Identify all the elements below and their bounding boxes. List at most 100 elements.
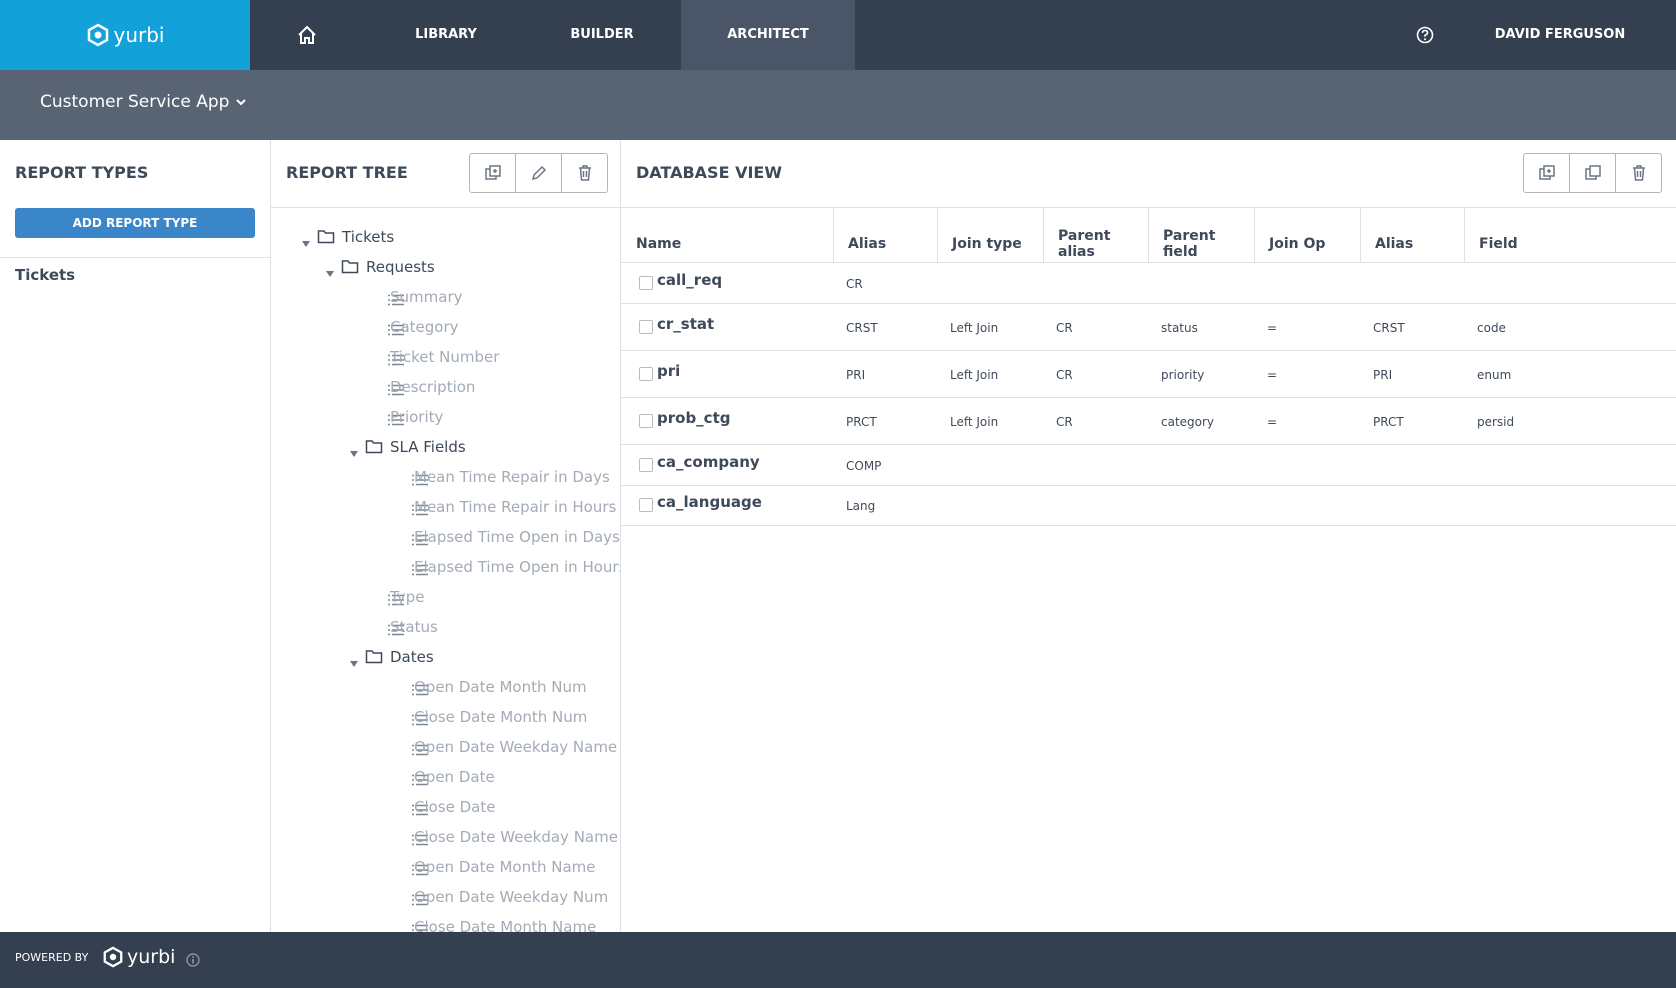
tree-field[interactable]: Open Date Month Num xyxy=(414,678,587,696)
logo[interactable]: yurbi xyxy=(0,0,250,70)
tree-folder[interactable]: SLA Fields xyxy=(390,438,466,456)
tree-field[interactable]: Close Date Month Num xyxy=(414,708,588,726)
table-name[interactable]: prob_ctg xyxy=(657,408,731,427)
tree-field[interactable]: Open Date Month Name xyxy=(414,858,596,876)
expand-caret[interactable] xyxy=(301,233,311,252)
top-nav: yurbi LIBRARY BUILDER ARCHITECT DAVID FE… xyxy=(0,0,1676,70)
field-icon xyxy=(388,591,404,610)
nav-item[interactable]: BUILDER xyxy=(570,27,634,42)
delete-button[interactable] xyxy=(562,154,607,192)
row-checkbox[interactable] xyxy=(639,275,653,290)
column-header[interactable]: Join type xyxy=(952,226,1042,262)
table-cell: PRCT xyxy=(846,414,877,429)
nav-item-active[interactable]: ARCHITECT xyxy=(681,0,855,70)
row-divider xyxy=(620,350,1676,351)
column-header[interactable]: Field xyxy=(1479,226,1569,262)
divider xyxy=(270,140,271,932)
db-table: Name Alias Join type Parent alias Parent fie… xyxy=(620,208,1676,608)
row-divider xyxy=(620,397,1676,398)
row-divider xyxy=(620,485,1676,486)
tree-field[interactable]: Mean Time Repair in Hours xyxy=(414,498,617,516)
tree-field[interactable]: Elapsed Time Open in Days xyxy=(414,528,620,546)
add-button[interactable]: ADD REPORT TYPE xyxy=(15,208,255,238)
tree-field[interactable]: Priority xyxy=(390,408,444,426)
row-checkbox[interactable] xyxy=(639,413,653,428)
tree-field[interactable]: Description xyxy=(390,378,476,396)
tree-field[interactable]: Mean Time Repair in Days xyxy=(414,468,610,486)
info-icon[interactable] xyxy=(186,952,200,971)
edit-button[interactable] xyxy=(516,154,562,192)
logo-icon xyxy=(87,23,108,47)
table-name[interactable]: pri xyxy=(657,361,681,380)
tree-field[interactable]: Summary xyxy=(390,288,463,306)
folder-icon xyxy=(317,229,335,248)
report-type-list: Tickets xyxy=(15,266,75,284)
column-label: Field xyxy=(1479,236,1518,252)
tree-field[interactable]: Close Date Month Name xyxy=(414,918,597,932)
row-checkbox[interactable] xyxy=(639,498,653,512)
row-divider xyxy=(620,262,1676,263)
tree-folder[interactable]: Dates xyxy=(390,648,434,666)
field-icon xyxy=(412,921,428,932)
duplicate-button[interactable] xyxy=(1570,154,1616,192)
field-icon xyxy=(412,531,428,550)
user-menu[interactable]: DAVID FERGUSON xyxy=(1494,27,1626,42)
column-label: Alias xyxy=(848,236,887,252)
field-icon xyxy=(412,711,428,730)
tree-field[interactable]: Type xyxy=(390,588,425,606)
tree-folder[interactable]: Tickets xyxy=(342,228,395,246)
tree-field[interactable]: Open Date Weekday Name xyxy=(414,738,618,756)
column-header[interactable]: Alias xyxy=(848,226,938,262)
help-icon[interactable] xyxy=(1416,26,1434,48)
expand-caret[interactable] xyxy=(349,443,359,462)
table-cell: CR xyxy=(1056,414,1073,429)
tree-field[interactable]: Close Date xyxy=(414,798,496,816)
column-header[interactable]: Alias xyxy=(1375,226,1465,262)
app-selector[interactable]: Customer Service App xyxy=(40,92,247,112)
tree-field[interactable]: Close Date Weekday Name xyxy=(414,828,618,846)
home-icon[interactable] xyxy=(296,24,318,50)
table-cell: COMP xyxy=(846,458,882,473)
table-name[interactable]: ca_company xyxy=(657,452,760,471)
column-header[interactable]: Name xyxy=(636,226,726,262)
table-name[interactable]: ca_language xyxy=(657,493,762,511)
row-checkbox[interactable] xyxy=(639,319,653,334)
column-header[interactable]: Parent alias xyxy=(1058,226,1148,262)
tree-field[interactable]: Ticket Number xyxy=(390,348,500,366)
column-header[interactable]: Parent field xyxy=(1163,226,1253,262)
tree-field[interactable]: Category xyxy=(390,318,459,336)
column-divider xyxy=(1254,208,1255,262)
folder-icon xyxy=(341,259,359,278)
table-cell: code xyxy=(1477,320,1506,335)
table-cell: Left Join xyxy=(950,367,999,382)
tree-field[interactable]: Status xyxy=(390,618,438,636)
column-header[interactable]: Join Op xyxy=(1269,226,1359,262)
field-icon xyxy=(412,801,428,820)
powered-by: POWERED BY xyxy=(15,951,89,964)
nav-item[interactable]: LIBRARY xyxy=(415,27,477,42)
column-divider xyxy=(1360,208,1361,262)
table-cell: CR xyxy=(1056,320,1073,335)
delete-button[interactable] xyxy=(1616,154,1661,192)
row-checkbox[interactable] xyxy=(639,366,653,381)
tree-field[interactable]: Elapsed Time Open in Hours xyxy=(414,558,620,576)
table-name[interactable]: call_req xyxy=(657,270,723,289)
footer-logo: yurbi xyxy=(102,946,175,968)
tree-field[interactable]: Open Date Weekday Num xyxy=(414,888,609,906)
table-cell: = xyxy=(1267,414,1278,429)
copy-button[interactable] xyxy=(470,154,516,192)
table-cell: CRST xyxy=(1373,320,1405,335)
field-icon xyxy=(412,681,428,700)
report-type[interactable]: Tickets xyxy=(15,266,76,284)
sub-header xyxy=(0,70,1676,140)
copy-button[interactable] xyxy=(1524,154,1570,192)
expand-caret[interactable] xyxy=(325,263,335,282)
expand-caret[interactable] xyxy=(349,653,359,672)
tree-folder[interactable]: Requests xyxy=(366,258,435,276)
column-label: Alias xyxy=(1375,236,1414,252)
table-name[interactable]: cr_stat xyxy=(657,314,715,333)
row-checkbox[interactable] xyxy=(639,457,653,472)
tree-field[interactable]: Open Date xyxy=(414,768,495,786)
row-divider xyxy=(620,525,1676,526)
